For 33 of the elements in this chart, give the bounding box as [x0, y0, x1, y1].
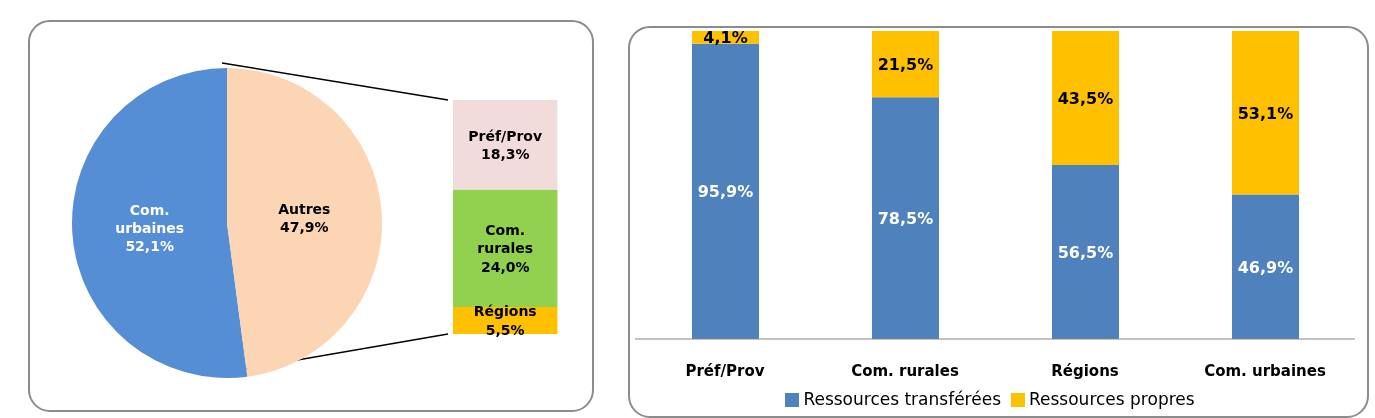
bar	[1052, 164, 1119, 339]
data-label: 43,5%	[1057, 88, 1114, 108]
data-label: 56,5%	[1057, 242, 1114, 262]
bar	[692, 43, 759, 339]
data-label: 53,1%	[1237, 103, 1294, 123]
data-label: 4,1%	[703, 27, 748, 47]
data-label: 5,5%	[485, 321, 525, 338]
data-label: 46,9%	[1237, 257, 1294, 277]
x-tick-label: Préf/Prov	[685, 361, 765, 380]
data-label: 52,1%	[125, 238, 174, 255]
x-tick-label: Régions	[1051, 361, 1119, 380]
x-tick-label: Com. rurales	[851, 361, 959, 380]
bar	[1232, 31, 1299, 195]
bar	[872, 31, 939, 98]
bar	[1232, 194, 1299, 339]
data-label: 47,9%	[280, 218, 329, 235]
pie-slice	[72, 68, 248, 378]
data-label: 95,9%	[697, 181, 754, 201]
bar	[1052, 31, 1119, 165]
series-label: Préf/Prov	[468, 127, 543, 144]
data-label: 18,3%	[480, 145, 530, 162]
data-label: 21,5%	[877, 54, 934, 74]
data-label: 78,5%	[877, 208, 934, 228]
slice-label: Com. urbaines	[115, 201, 185, 237]
legend-label: Ressources propres	[1029, 389, 1195, 409]
data-label: 24,0%	[480, 258, 530, 275]
pie-slice	[227, 68, 382, 377]
slice-label: Autres	[278, 200, 331, 217]
bar	[872, 97, 939, 339]
x-tick-label: Com. urbaines	[1204, 361, 1326, 380]
series-label: Com. rurales	[477, 222, 534, 257]
series-label: Régions	[473, 303, 537, 320]
legend-label: Ressources transférées	[803, 389, 1001, 409]
